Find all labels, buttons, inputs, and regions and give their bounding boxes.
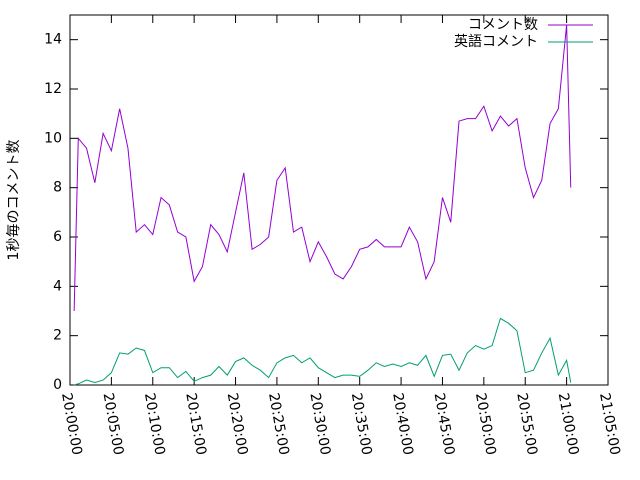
x-tick-label: 20:10:00 <box>141 392 168 457</box>
y-tick-label: 2 <box>53 328 62 344</box>
x-tick-label: 20:20:00 <box>224 392 251 457</box>
x-tick-label: 20:40:00 <box>389 392 416 457</box>
y-tick-label: 0 <box>53 377 62 393</box>
x-tick-label: 20:15:00 <box>182 392 209 457</box>
x-tick-label: 20:50:00 <box>472 392 499 457</box>
x-tick-label: 20:30:00 <box>306 392 333 457</box>
series-line <box>73 317 572 386</box>
y-axis-label: 1秒毎のコメント数 <box>6 140 22 261</box>
x-tick-label: 20:55:00 <box>513 392 540 457</box>
y-tick-label: 10 <box>44 130 62 146</box>
legend-label: 英語コメント <box>454 33 538 50</box>
y-tick-label: 8 <box>53 180 62 196</box>
y-tick-label: 14 <box>44 32 62 48</box>
x-tick-label: 21:00:00 <box>555 392 582 457</box>
y-tick-label: 12 <box>44 81 62 97</box>
x-tick-label: 20:35:00 <box>348 392 375 457</box>
x-tick-label: 20:00:00 <box>58 392 85 457</box>
y-tick-label: 6 <box>53 229 62 245</box>
series-line <box>73 24 572 312</box>
legend-label: コメント数 <box>468 17 538 33</box>
y-tick-label: 4 <box>53 278 62 294</box>
x-tick-label: 20:45:00 <box>431 392 458 457</box>
plot-frame <box>69 14 609 386</box>
x-tick-label: 20:05:00 <box>100 392 127 457</box>
x-tick-label: 20:25:00 <box>265 392 292 457</box>
x-tick-label: 21:05:00 <box>596 392 623 457</box>
